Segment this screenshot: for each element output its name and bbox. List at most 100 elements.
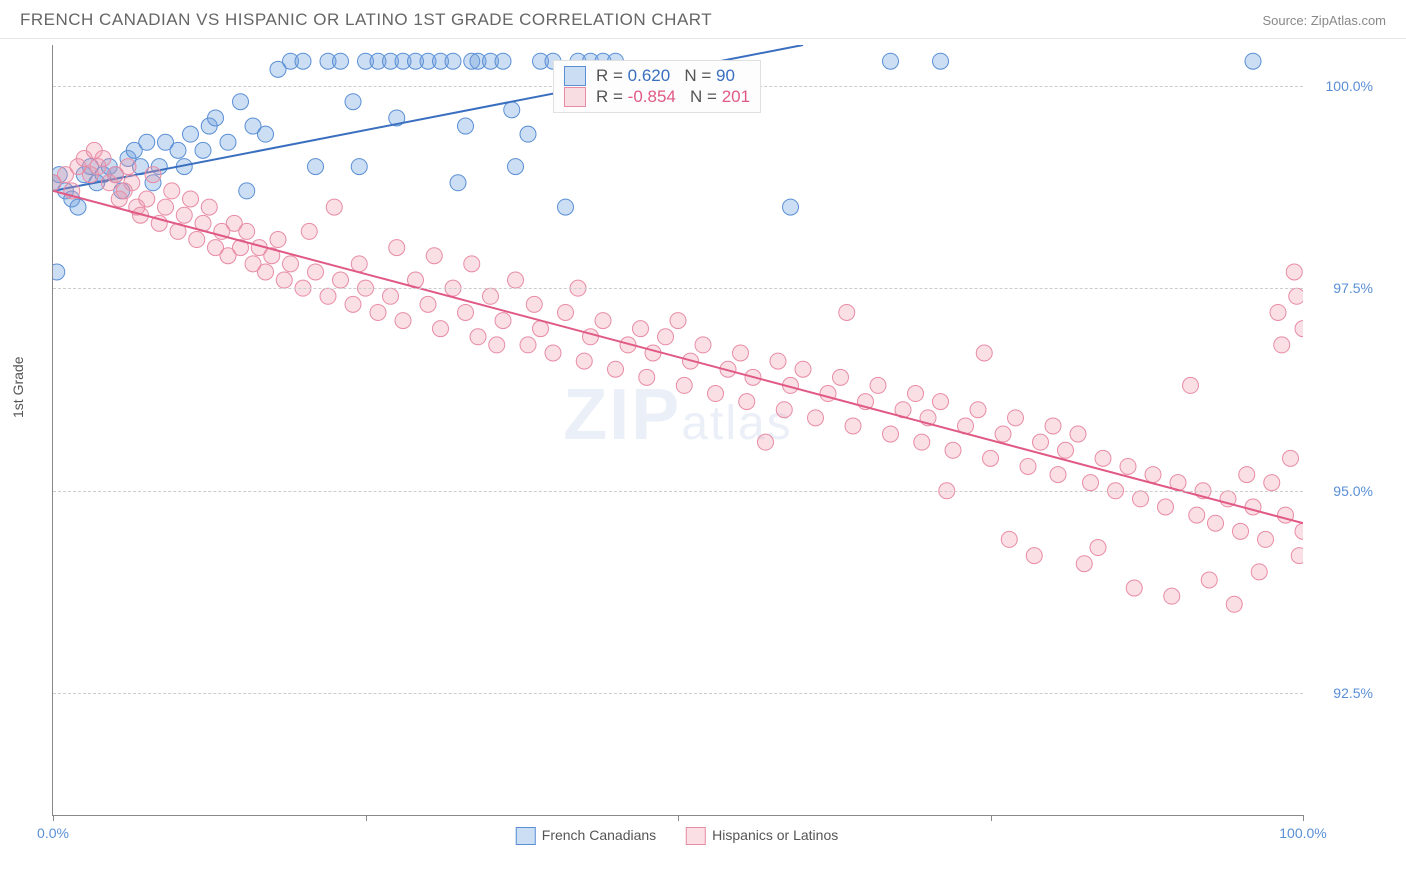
scatter-point xyxy=(608,361,624,377)
scatter-point xyxy=(124,175,140,191)
scatter-point xyxy=(545,345,561,361)
scatter-point xyxy=(270,232,286,248)
scatter-point xyxy=(976,345,992,361)
chart-header: FRENCH CANADIAN VS HISPANIC OR LATINO 1S… xyxy=(0,0,1406,39)
scatter-point xyxy=(558,304,574,320)
y-tick-label: 100.0% xyxy=(1326,78,1373,94)
x-tick-label: 0.0% xyxy=(37,825,69,841)
scatter-point xyxy=(495,53,511,69)
scatter-point xyxy=(639,369,655,385)
scatter-point xyxy=(389,240,405,256)
scatter-point xyxy=(1058,442,1074,458)
scatter-point xyxy=(70,199,86,215)
scatter-point xyxy=(445,53,461,69)
y-axis-label: 1st Grade xyxy=(10,357,26,418)
scatter-point xyxy=(95,150,111,166)
scatter-point xyxy=(520,337,536,353)
x-tick xyxy=(366,815,367,821)
scatter-point xyxy=(908,386,924,402)
scatter-point xyxy=(1070,426,1086,442)
scatter-point xyxy=(1295,321,1303,337)
scatter-point xyxy=(933,394,949,410)
scatter-point xyxy=(1183,377,1199,393)
scatter-point xyxy=(633,321,649,337)
scatter-point xyxy=(464,256,480,272)
scatter-point xyxy=(1233,523,1249,539)
scatter-point xyxy=(783,199,799,215)
scatter-point xyxy=(433,321,449,337)
scatter-point xyxy=(1020,458,1036,474)
scatter-point xyxy=(1045,418,1061,434)
scatter-point xyxy=(1289,288,1303,304)
scatter-point xyxy=(670,313,686,329)
scatter-point xyxy=(183,126,199,142)
gridline xyxy=(53,693,1303,694)
scatter-point xyxy=(201,199,217,215)
scatter-point xyxy=(220,134,236,150)
scatter-point xyxy=(1189,507,1205,523)
legend-row: R = -0.854 N = 201 xyxy=(564,87,750,107)
scatter-point xyxy=(1286,264,1302,280)
x-tick xyxy=(53,815,54,821)
x-tick xyxy=(1303,815,1304,821)
scatter-point xyxy=(258,264,274,280)
scatter-point xyxy=(208,110,224,126)
scatter-point xyxy=(458,304,474,320)
scatter-point xyxy=(308,264,324,280)
scatter-point xyxy=(995,426,1011,442)
scatter-point xyxy=(1076,556,1092,572)
scatter-point xyxy=(333,53,349,69)
scatter-point xyxy=(1291,548,1303,564)
scatter-point xyxy=(258,126,274,142)
chart-area: ZIPatlas 100.0%97.5%95.0%92.5%0.0%100.0%… xyxy=(52,45,1302,815)
scatter-point xyxy=(345,94,361,110)
scatter-point xyxy=(308,159,324,175)
scatter-point xyxy=(1283,450,1299,466)
scatter-point xyxy=(695,337,711,353)
scatter-point xyxy=(53,264,65,280)
scatter-point xyxy=(239,183,255,199)
scatter-point xyxy=(276,272,292,288)
x-tick-label: 100.0% xyxy=(1279,825,1326,841)
scatter-point xyxy=(1264,475,1280,491)
scatter-point xyxy=(758,434,774,450)
scatter-point xyxy=(145,167,161,183)
scatter-point xyxy=(295,53,311,69)
chart-title: FRENCH CANADIAN VS HISPANIC OR LATINO 1S… xyxy=(20,10,712,30)
scatter-point xyxy=(845,418,861,434)
bottom-legend-item: French Canadians xyxy=(516,827,656,845)
scatter-point xyxy=(183,191,199,207)
legend-swatch-icon xyxy=(564,66,586,86)
plot-region: ZIPatlas 100.0%97.5%95.0%92.5%0.0%100.0%… xyxy=(52,45,1303,816)
legend-stat-text: R = -0.854 N = 201 xyxy=(596,87,750,107)
scatter-point xyxy=(595,313,611,329)
scatter-point xyxy=(739,394,755,410)
scatter-point xyxy=(1245,53,1261,69)
scatter-point xyxy=(558,199,574,215)
scatter-point xyxy=(351,256,367,272)
scatter-point xyxy=(1226,596,1242,612)
scatter-point xyxy=(508,159,524,175)
scatter-point xyxy=(883,53,899,69)
scatter-point xyxy=(1274,337,1290,353)
scatter-point xyxy=(526,296,542,312)
scatter-point xyxy=(189,232,205,248)
scatter-point xyxy=(1120,458,1136,474)
scatter-point xyxy=(120,159,136,175)
bottom-legend-label: Hispanics or Latinos xyxy=(712,827,838,843)
scatter-point xyxy=(326,199,342,215)
scatter-point xyxy=(1164,588,1180,604)
scatter-point xyxy=(776,402,792,418)
scatter-point xyxy=(239,223,255,239)
legend-swatch-icon xyxy=(564,87,586,107)
scatter-point xyxy=(233,94,249,110)
scatter-point xyxy=(945,442,961,458)
scatter-point xyxy=(170,142,186,158)
scatter-point xyxy=(970,402,986,418)
scatter-point xyxy=(1295,523,1303,539)
legend-swatch-icon xyxy=(686,827,706,845)
scatter-point xyxy=(395,313,411,329)
scatter-point xyxy=(883,426,899,442)
scatter-point xyxy=(708,386,724,402)
x-tick xyxy=(678,815,679,821)
